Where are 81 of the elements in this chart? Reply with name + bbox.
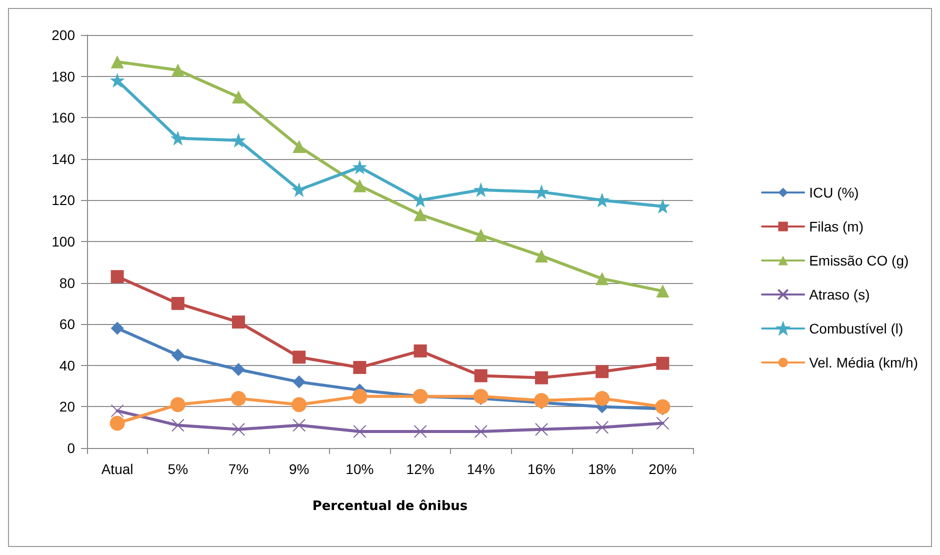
point xyxy=(232,316,245,329)
x-tick-label: Atual xyxy=(101,461,134,477)
point xyxy=(656,416,670,430)
y-tick-label: 0 xyxy=(67,440,76,456)
point xyxy=(534,393,549,408)
x-axis-title: Percentual de ônibus xyxy=(312,499,468,514)
point xyxy=(594,390,610,406)
x-tick-label: 10% xyxy=(346,461,374,477)
point xyxy=(352,388,368,404)
point xyxy=(232,134,245,147)
point xyxy=(596,194,609,207)
y-tick-label: 180 xyxy=(52,68,76,84)
point xyxy=(474,228,488,242)
point xyxy=(414,424,427,438)
point xyxy=(656,284,670,298)
point xyxy=(110,55,124,68)
point xyxy=(535,422,548,436)
point xyxy=(110,270,124,284)
point xyxy=(656,200,670,213)
point xyxy=(171,132,184,145)
point xyxy=(596,272,609,286)
y-tick-label: 20 xyxy=(59,398,76,415)
point xyxy=(231,390,246,406)
point xyxy=(110,322,124,335)
x-tick-label: 9% xyxy=(288,461,310,477)
point xyxy=(292,183,306,196)
y-tick-label: 160 xyxy=(52,110,76,126)
point xyxy=(292,418,306,432)
point xyxy=(414,208,427,222)
x-tick-label: 14% xyxy=(466,461,495,477)
point xyxy=(171,348,184,362)
point xyxy=(655,399,670,414)
point xyxy=(110,74,124,87)
y-tick-label: 40 xyxy=(59,357,76,374)
y-tick-label: 100 xyxy=(52,234,76,250)
x-tick-label: 12% xyxy=(406,461,434,477)
legend-label: Atraso (s) xyxy=(809,286,870,302)
point xyxy=(535,185,548,198)
point xyxy=(474,183,488,196)
legend-label: Emissão CO (g) xyxy=(809,252,909,268)
x-tick-label: 18% xyxy=(588,461,616,477)
y-tick-label: 140 xyxy=(52,150,76,167)
point xyxy=(292,397,307,412)
point xyxy=(656,356,670,370)
legend-label: Vel. Média (km/h) xyxy=(809,354,918,370)
point xyxy=(292,140,306,154)
point xyxy=(353,160,366,174)
point xyxy=(110,404,124,418)
x-tick-label: 16% xyxy=(527,461,556,477)
point xyxy=(292,350,306,364)
y-tick-label: 200 xyxy=(52,27,76,43)
point xyxy=(110,416,125,431)
point xyxy=(171,296,184,310)
point xyxy=(232,422,245,436)
point xyxy=(232,90,245,104)
legend-label: Filas (m) xyxy=(809,218,864,234)
point xyxy=(353,424,366,438)
point xyxy=(232,363,245,376)
point xyxy=(292,375,306,388)
point xyxy=(171,64,184,77)
y-tick-label: 60 xyxy=(59,316,76,332)
x-tick-label: 20% xyxy=(648,461,677,477)
legend-label: Combustível (l) xyxy=(809,320,904,336)
point xyxy=(596,365,609,378)
y-tick-label: 120 xyxy=(52,192,76,208)
point xyxy=(353,360,366,374)
point xyxy=(535,249,548,262)
point xyxy=(596,420,609,434)
point xyxy=(414,344,427,358)
point xyxy=(473,388,488,404)
point xyxy=(535,371,548,384)
y-tick-label: 80 xyxy=(59,274,76,291)
point xyxy=(414,194,427,207)
point xyxy=(474,424,488,438)
point xyxy=(353,179,366,192)
point xyxy=(171,418,184,432)
legend-label: ICU (%) xyxy=(809,184,859,200)
x-tick-label: 7% xyxy=(228,461,249,477)
x-tick-label: 5% xyxy=(168,461,188,477)
point xyxy=(170,397,186,412)
point xyxy=(474,369,488,382)
